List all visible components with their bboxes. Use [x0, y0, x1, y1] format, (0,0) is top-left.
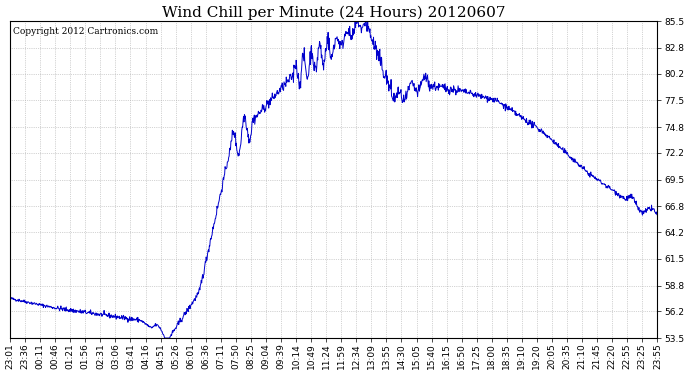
Text: Copyright 2012 Cartronics.com: Copyright 2012 Cartronics.com: [13, 27, 159, 36]
Title: Wind Chill per Minute (24 Hours) 20120607: Wind Chill per Minute (24 Hours) 2012060…: [162, 6, 506, 20]
